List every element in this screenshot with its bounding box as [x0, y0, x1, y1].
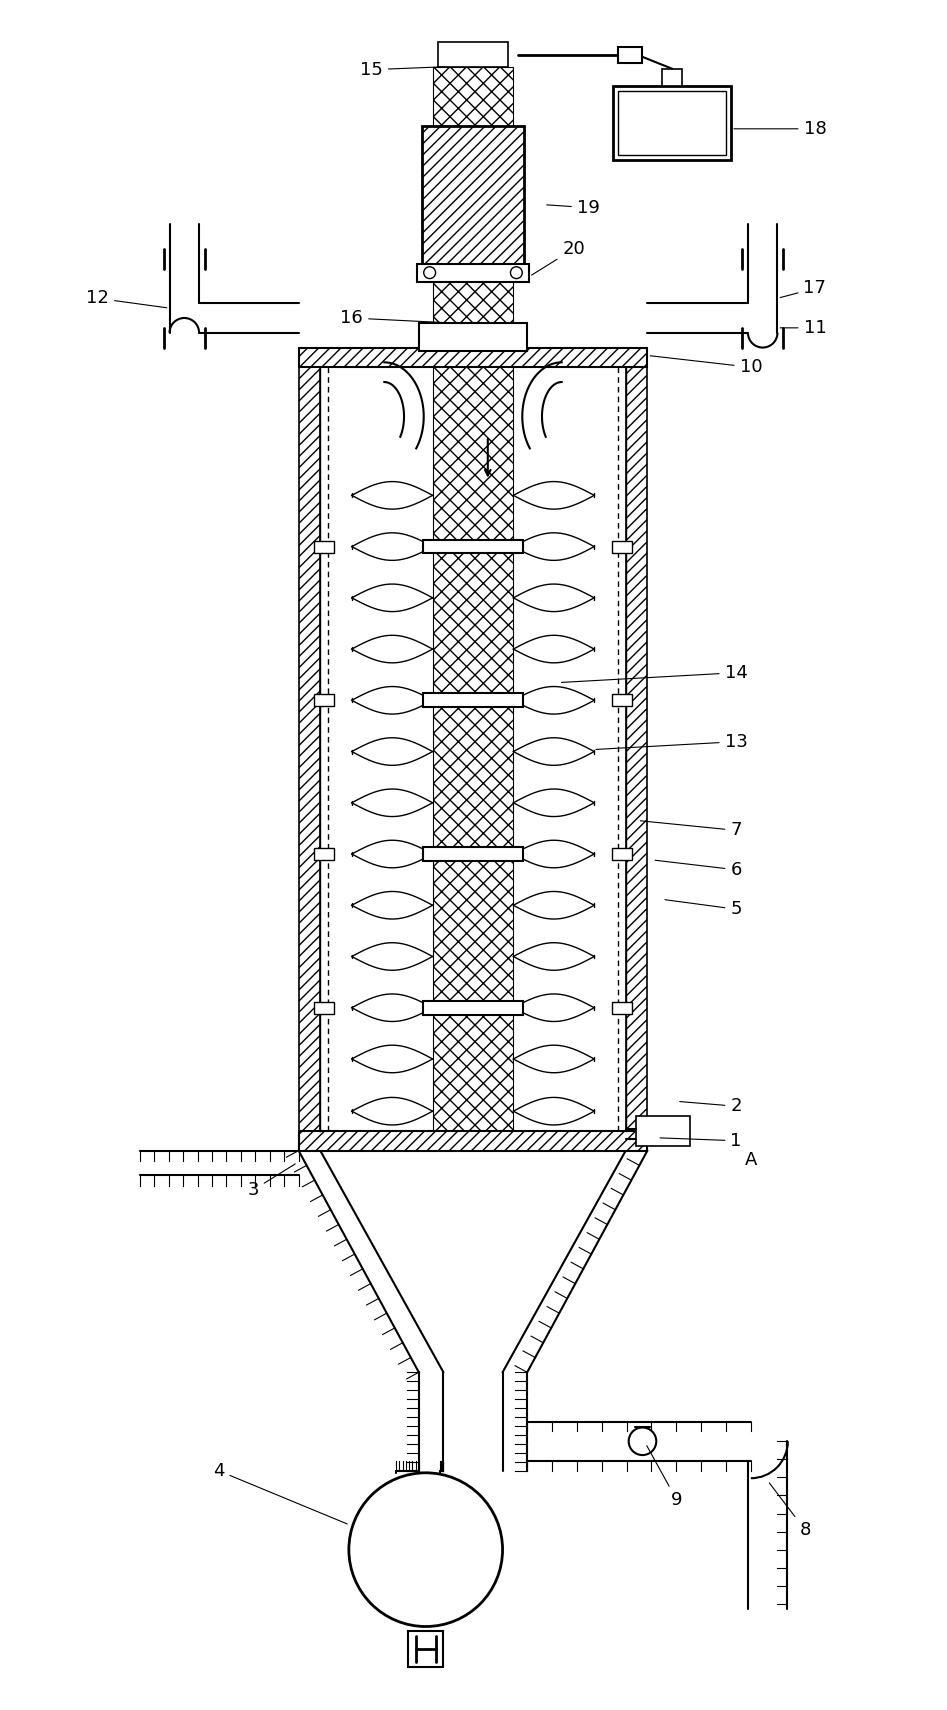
Bar: [408, 1631, 443, 1667]
Bar: [422, 846, 524, 860]
Text: 20: 20: [531, 239, 585, 275]
Text: 7: 7: [640, 821, 742, 840]
Bar: [617, 91, 726, 156]
Text: A: A: [744, 1151, 757, 1170]
Bar: [314, 694, 334, 706]
Text: 16: 16: [340, 310, 448, 327]
Bar: [314, 848, 334, 860]
Text: 14: 14: [562, 663, 747, 682]
Text: 18: 18: [734, 120, 827, 139]
Text: 11: 11: [780, 318, 827, 337]
Text: 13: 13: [596, 732, 747, 751]
Bar: [613, 87, 731, 161]
Bar: [298, 368, 320, 1151]
Text: 1: 1: [660, 1132, 742, 1149]
Text: 6: 6: [655, 860, 742, 879]
Bar: [612, 694, 632, 706]
Text: 9: 9: [647, 1445, 683, 1510]
Bar: [417, 263, 529, 282]
Text: 2: 2: [680, 1098, 742, 1115]
Bar: [421, 127, 525, 263]
Text: 15: 15: [360, 60, 442, 79]
Bar: [612, 540, 632, 552]
Bar: [422, 1000, 524, 1014]
Bar: [612, 1002, 632, 1014]
Bar: [635, 1117, 689, 1146]
Bar: [612, 848, 632, 860]
Bar: [298, 347, 648, 368]
Bar: [617, 48, 642, 63]
Bar: [419, 323, 527, 351]
Text: 17: 17: [780, 279, 827, 298]
Text: 12: 12: [86, 289, 167, 308]
Bar: [626, 368, 648, 1151]
Text: 3: 3: [247, 1165, 295, 1199]
Bar: [314, 1002, 334, 1014]
Bar: [422, 694, 524, 708]
Text: 4: 4: [213, 1462, 348, 1524]
Bar: [662, 68, 682, 87]
Text: 5: 5: [665, 899, 742, 918]
Bar: [314, 540, 334, 552]
Text: 8: 8: [769, 1483, 811, 1539]
Text: 19: 19: [546, 198, 599, 217]
Bar: [433, 67, 513, 1130]
Text: 10: 10: [651, 356, 762, 376]
Bar: [438, 43, 509, 67]
Bar: [298, 1130, 648, 1151]
Bar: [422, 540, 524, 554]
